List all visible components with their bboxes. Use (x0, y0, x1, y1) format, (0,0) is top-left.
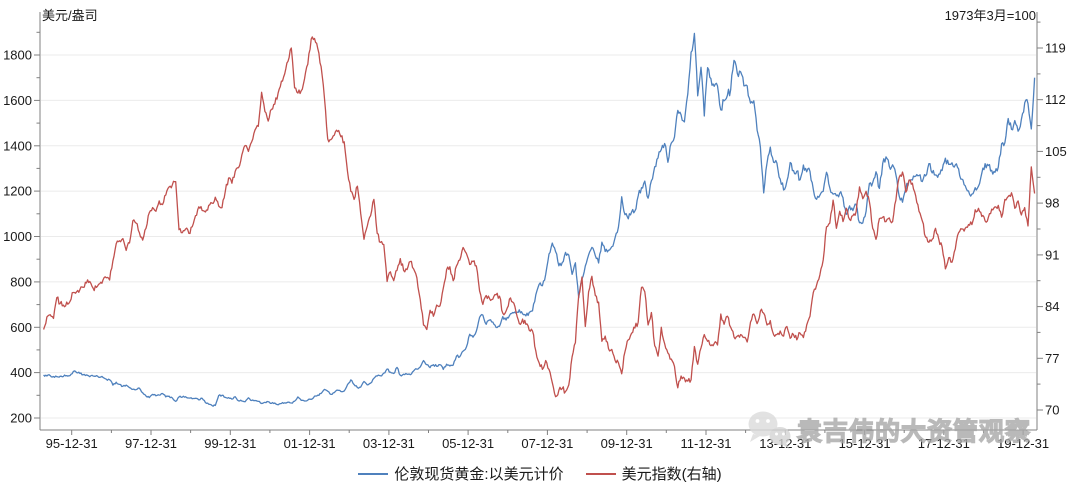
right-axis-tick-label: 84 (1045, 299, 1059, 314)
x-axis-tick-label: 97-12-31 (125, 436, 177, 451)
right-axis-tick-label: 112 (1045, 92, 1066, 107)
legend-label-usd-index: 美元指数(右轴) (621, 466, 722, 483)
x-axis-tick-label: 19-12-31 (997, 436, 1049, 451)
gold-line-swatch (358, 472, 389, 475)
chart-legend: 伦敦现货黄金:以美元计价 美元指数(右轴) (0, 463, 1080, 484)
left-axis-tick-label: 1200 (3, 184, 32, 199)
usd-index-line-swatch (585, 472, 616, 475)
left-axis-tick-label: 800 (10, 274, 32, 289)
left-axis-tick-label: 1000 (3, 229, 32, 244)
x-axis-tick-label: 05-12-31 (442, 436, 494, 451)
left-axis-tick-label: 200 (10, 411, 32, 426)
left-axis-tick-label: 400 (10, 365, 32, 380)
x-axis-tick-label: 95-12-31 (46, 436, 98, 451)
x-axis-tick-label: 07-12-31 (521, 436, 573, 451)
right-axis-tick-label: 77 (1045, 351, 1059, 366)
x-axis-tick-label: 17-12-31 (918, 436, 970, 451)
right-axis-note: 1973年3月=100 (944, 8, 1036, 23)
right-axis-tick-label: 91 (1045, 247, 1059, 262)
right-axis-tick-label: 98 (1045, 196, 1059, 211)
x-axis-tick-label: 11-12-31 (680, 436, 731, 451)
left-axis-tick-label: 600 (10, 320, 32, 335)
left-axis-tick-label: 1800 (3, 48, 32, 63)
left-axis-title: 美元/盎司 (42, 8, 98, 23)
left-axis-tick-label: 1600 (3, 93, 32, 108)
x-axis-tick-label: 01-12-31 (284, 436, 336, 451)
legend-item-gold: 伦敦现货黄金:以美元计价 (358, 463, 564, 484)
left-axis-tick-label: 1400 (3, 138, 32, 153)
x-axis-tick-label: 09-12-31 (601, 436, 653, 451)
legend-label-gold: 伦敦现货黄金:以美元计价 (394, 466, 564, 483)
usd-index-line (42, 36, 1036, 398)
right-axis-tick-label: 105 (1045, 144, 1067, 159)
x-axis-tick-label: 03-12-31 (363, 436, 415, 451)
right-axis-tick-label: 119 (1045, 41, 1066, 56)
x-axis-tick-label: 13-12-31 (759, 436, 811, 451)
gold-line (43, 32, 1036, 407)
x-axis-tick-label: 99-12-31 (204, 436, 256, 451)
x-axis-tick-label: 15-12-31 (839, 436, 891, 451)
right-axis-tick-label: 70 (1045, 403, 1059, 418)
legend-item-usd-index: 美元指数(右轴) (585, 463, 722, 484)
